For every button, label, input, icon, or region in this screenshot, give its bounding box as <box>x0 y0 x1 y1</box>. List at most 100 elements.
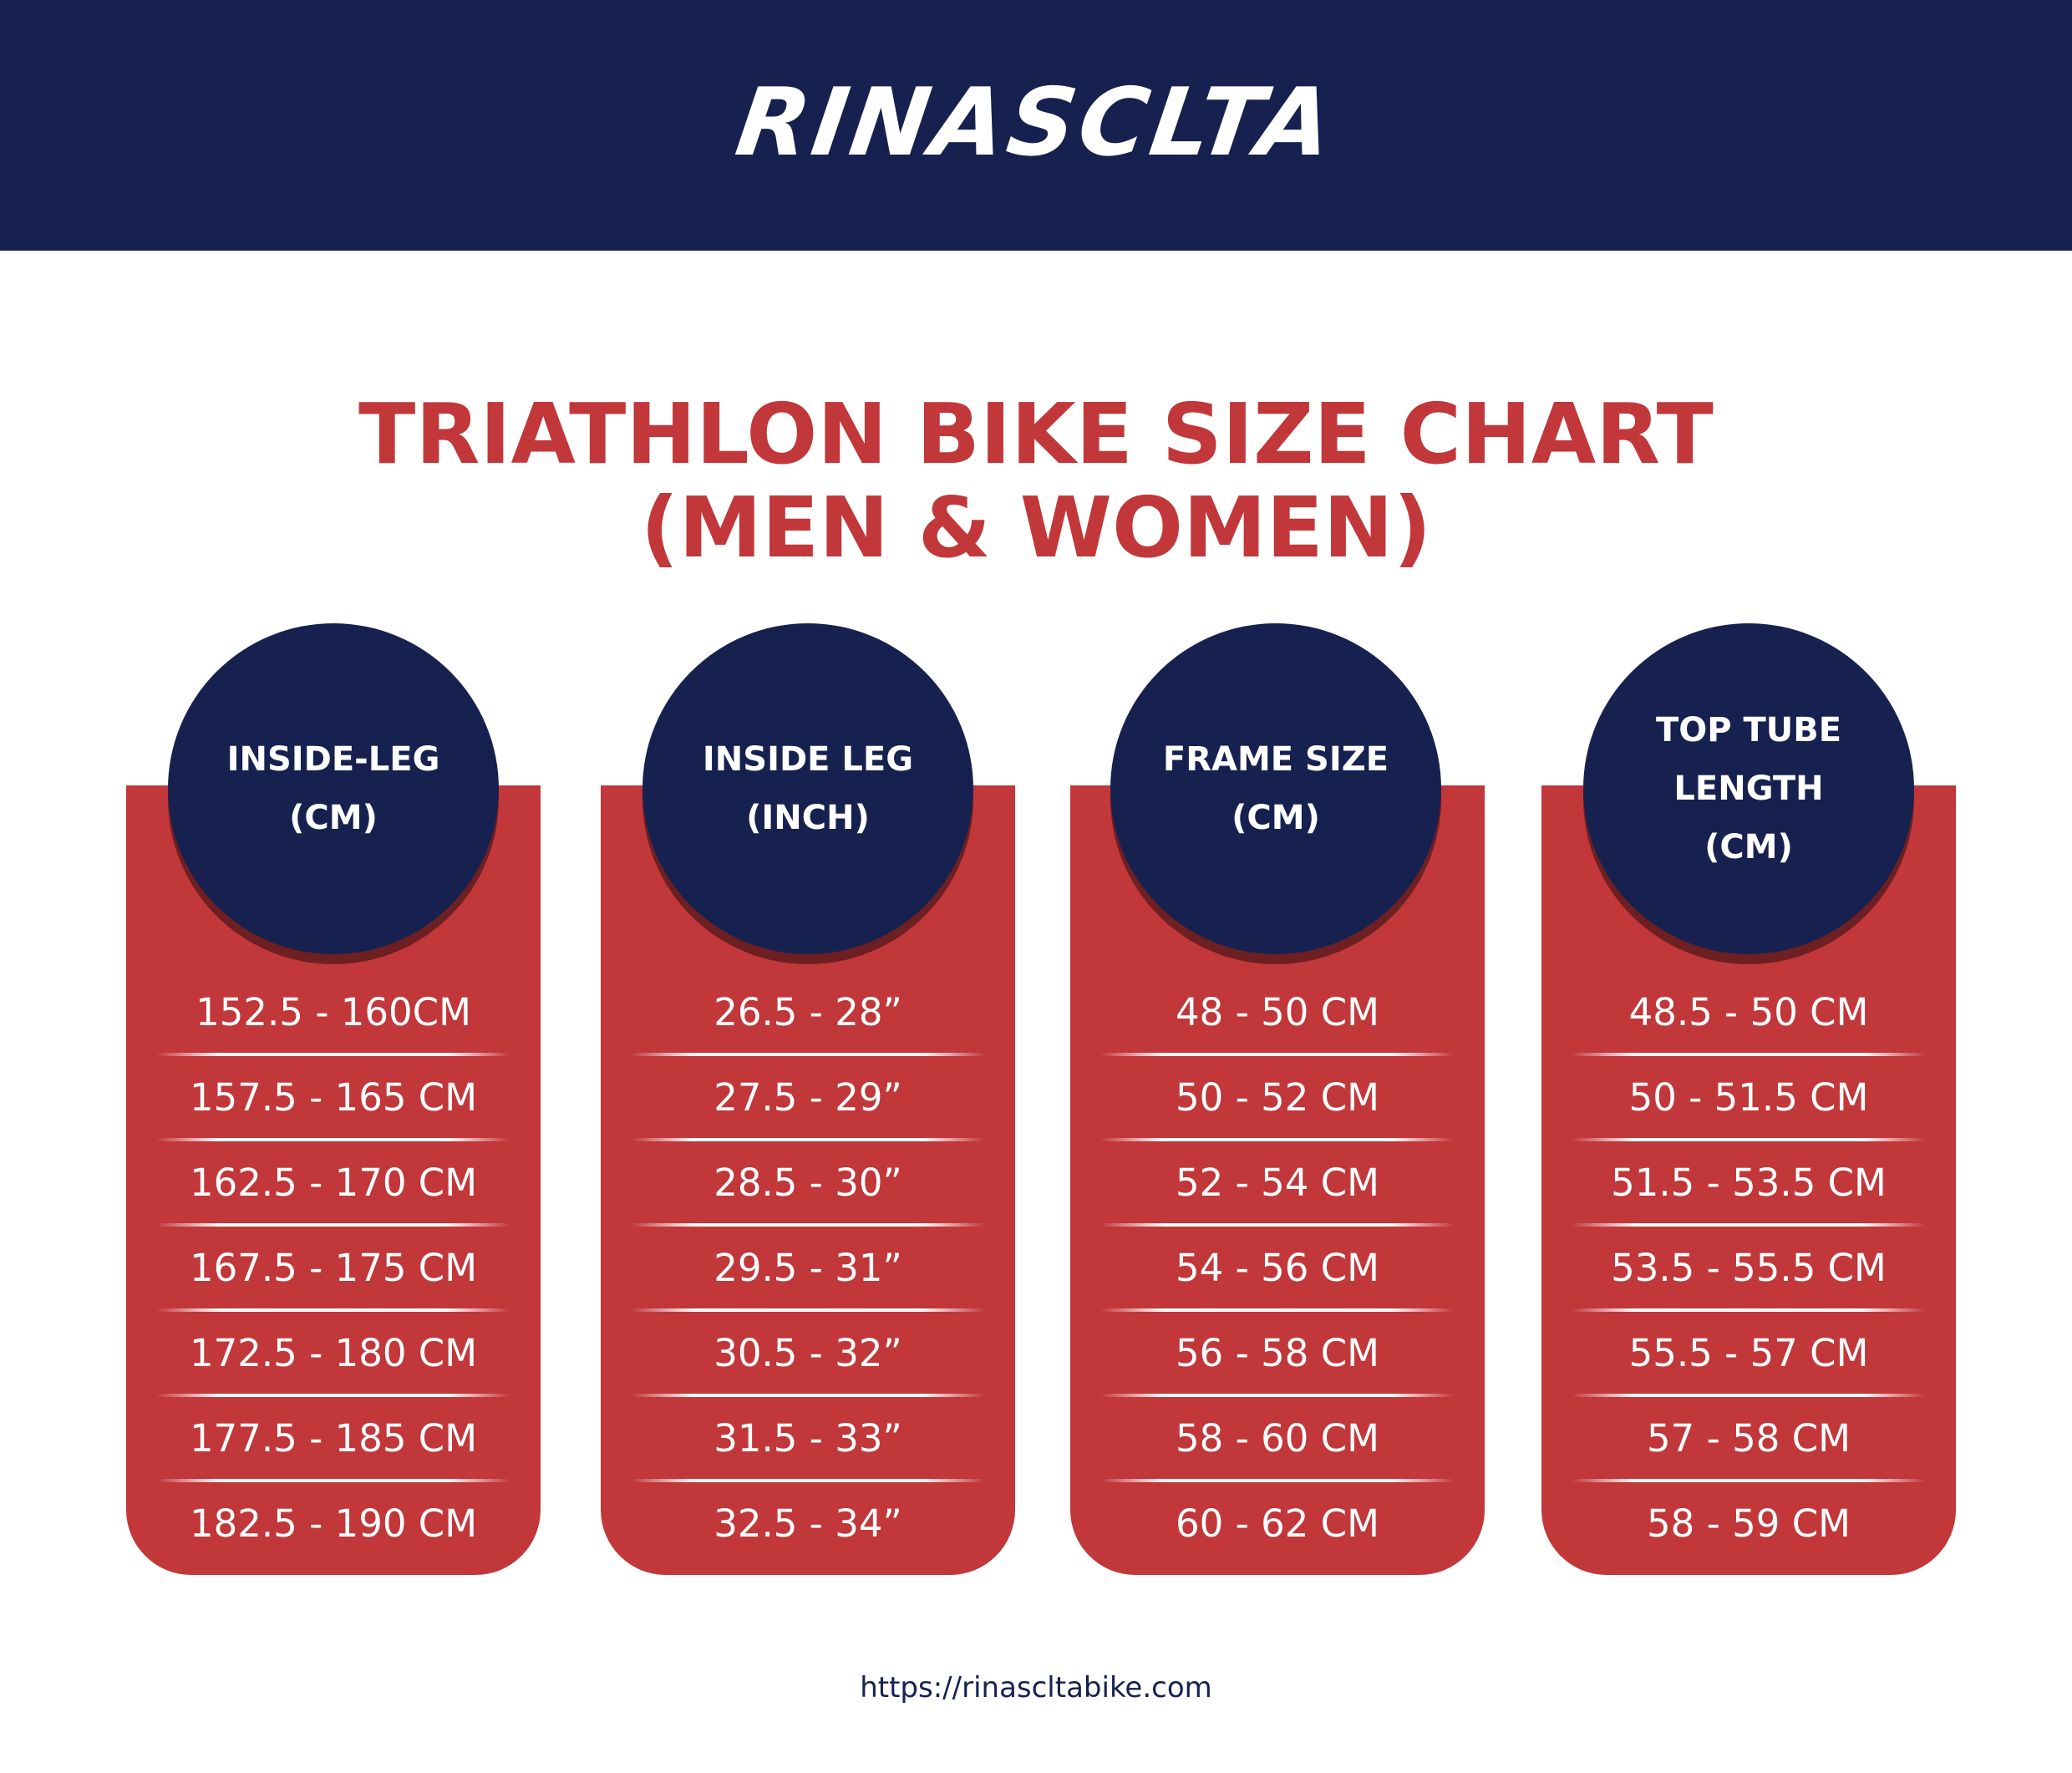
column-header-line: (CM) <box>289 799 378 837</box>
row-divider <box>1100 1394 1455 1397</box>
row-value: 55.5 - 57 CM <box>1628 1330 1869 1375</box>
size-column-frame-size: FRAME SIZE (CM) 48 - 50 CM 50 - 52 CM 52… <box>1070 623 1485 1575</box>
list-item: 56 - 58 CM <box>1070 1310 1485 1397</box>
row-divider <box>1100 1479 1455 1482</box>
column-header-line: TOP TUBE <box>1655 711 1842 749</box>
header-circle: INSIDE-LEG (CM) <box>168 623 499 954</box>
list-item: 48 - 50 CM <box>1070 969 1485 1056</box>
page-title-line-1: TRIATHLON BIKE SIZE CHART <box>358 385 1714 483</box>
row-value: 56 - 58 CM <box>1176 1330 1379 1375</box>
row-divider <box>631 1138 985 1141</box>
header-circle: TOP TUBE LENGTH (CM) <box>1583 623 1914 954</box>
row-value: 51.5 - 53.5 CM <box>1611 1160 1887 1205</box>
row-value: 29.5 - 31” <box>714 1245 902 1290</box>
value-list: 48.5 - 50 CM 50 - 51.5 CM 51.5 - 53.5 CM… <box>1541 969 1956 1566</box>
size-column-top-tube-length: TOP TUBE LENGTH (CM) 48.5 - 50 CM 50 - 5… <box>1541 623 1956 1575</box>
row-value: 182.5 - 190 CM <box>189 1501 478 1546</box>
row-divider <box>156 1479 510 1482</box>
row-value: 26.5 - 28” <box>714 989 902 1034</box>
row-divider <box>156 1223 510 1227</box>
row-value: 52 - 54 CM <box>1176 1160 1379 1205</box>
row-divider <box>1572 1138 1926 1141</box>
value-list: 26.5 - 28” 27.5 - 29” 28.5 - 30” 29.5 - … <box>601 969 1015 1566</box>
row-value: 27.5 - 29” <box>714 1074 902 1120</box>
list-item: 50 - 51.5 CM <box>1541 1054 1956 1141</box>
list-item: 51.5 - 53.5 CM <box>1541 1140 1956 1227</box>
list-item: 60 - 62 CM <box>1070 1481 1485 1566</box>
list-item: 54 - 56 CM <box>1070 1225 1485 1312</box>
row-value: 50 - 51.5 CM <box>1628 1074 1869 1120</box>
row-divider <box>1100 1053 1455 1056</box>
list-item: 167.5 - 175 CM <box>126 1225 541 1312</box>
column-header-line: FRAME SIZE <box>1162 740 1389 779</box>
list-item: 27.5 - 29” <box>601 1054 1015 1141</box>
list-item: 26.5 - 28” <box>601 969 1015 1056</box>
row-value: 162.5 - 170 CM <box>189 1160 478 1205</box>
page-title-line-2: (MEN & WOMEN) <box>640 479 1432 577</box>
column-header-line: LENGTH <box>1673 770 1824 808</box>
row-divider <box>156 1138 510 1141</box>
row-value: 30.5 - 32” <box>714 1330 902 1375</box>
list-item: 177.5 - 185 CM <box>126 1395 541 1482</box>
column-header-line: (INCH) <box>746 799 870 837</box>
list-item: 31.5 - 33” <box>601 1395 1015 1482</box>
row-divider <box>631 1308 985 1312</box>
list-item: 53.5 - 55.5 CM <box>1541 1225 1956 1312</box>
header-circle: FRAME SIZE (CM) <box>1110 623 1441 954</box>
row-value: 48 - 50 CM <box>1176 989 1379 1034</box>
row-value: 157.5 - 165 CM <box>189 1074 478 1120</box>
list-item: 58 - 60 CM <box>1070 1395 1485 1482</box>
list-item: 29.5 - 31” <box>601 1225 1015 1312</box>
list-item: 52 - 54 CM <box>1070 1140 1485 1227</box>
row-divider <box>631 1479 985 1482</box>
size-column-inside-leg-cm: INSIDE-LEG (CM) 152.5 - 160CM 157.5 - 16… <box>126 623 541 1575</box>
list-item: 58 - 59 CM <box>1541 1481 1956 1566</box>
list-item: 57 - 58 CM <box>1541 1395 1956 1482</box>
list-item: 50 - 52 CM <box>1070 1054 1485 1141</box>
row-divider <box>1572 1223 1926 1227</box>
row-value: 167.5 - 175 CM <box>189 1245 478 1290</box>
row-value: 54 - 56 CM <box>1176 1245 1379 1290</box>
size-column-inside-leg-inch: INSIDE LEG (INCH) 26.5 - 28” 27.5 - 29” … <box>601 623 1015 1575</box>
row-value: 152.5 - 160CM <box>196 989 471 1034</box>
row-divider <box>631 1053 985 1056</box>
value-list: 152.5 - 160CM 157.5 - 165 CM 162.5 - 170… <box>126 969 541 1566</box>
row-value: 50 - 52 CM <box>1176 1074 1379 1120</box>
row-divider <box>156 1394 510 1397</box>
footer-url-link[interactable]: https://rinascltabike.com <box>860 1671 1212 1704</box>
header-bar: RINASCLTA <box>0 0 2072 251</box>
list-item: 162.5 - 170 CM <box>126 1140 541 1227</box>
list-item: 55.5 - 57 CM <box>1541 1310 1956 1397</box>
row-divider <box>156 1053 510 1056</box>
row-divider <box>1572 1479 1926 1482</box>
list-item: 28.5 - 30” <box>601 1140 1015 1227</box>
list-item: 157.5 - 165 CM <box>126 1054 541 1141</box>
row-value: 58 - 60 CM <box>1176 1415 1379 1461</box>
row-divider <box>1572 1308 1926 1312</box>
column-header-line: INSIDE LEG <box>702 740 914 779</box>
row-divider <box>1572 1053 1926 1056</box>
value-list: 48 - 50 CM 50 - 52 CM 52 - 54 CM 54 - 56… <box>1070 969 1485 1566</box>
list-item: 182.5 - 190 CM <box>126 1481 541 1566</box>
brand-logo: RINASCLTA <box>729 69 1343 177</box>
row-value: 53.5 - 55.5 CM <box>1611 1245 1887 1290</box>
row-divider <box>1100 1308 1455 1312</box>
list-item: 48.5 - 50 CM <box>1541 969 1956 1056</box>
list-item: 172.5 - 180 CM <box>126 1310 541 1397</box>
header-circle: INSIDE LEG (INCH) <box>642 623 973 954</box>
row-divider <box>631 1394 985 1397</box>
row-divider <box>1572 1394 1926 1397</box>
row-divider <box>631 1223 985 1227</box>
list-item: 152.5 - 160CM <box>126 969 541 1056</box>
row-value: 177.5 - 185 CM <box>189 1415 478 1461</box>
row-divider <box>1100 1138 1455 1141</box>
list-item: 30.5 - 32” <box>601 1310 1015 1397</box>
row-value: 58 - 59 CM <box>1647 1501 1851 1546</box>
column-header-line: INSIDE-LEG <box>226 740 440 779</box>
column-header-line: (CM) <box>1232 799 1320 837</box>
row-value: 57 - 58 CM <box>1647 1415 1851 1461</box>
row-value: 60 - 62 CM <box>1176 1501 1379 1546</box>
row-value: 172.5 - 180 CM <box>189 1330 478 1375</box>
row-value: 32.5 - 34” <box>714 1501 902 1546</box>
row-value: 28.5 - 30” <box>714 1160 902 1205</box>
